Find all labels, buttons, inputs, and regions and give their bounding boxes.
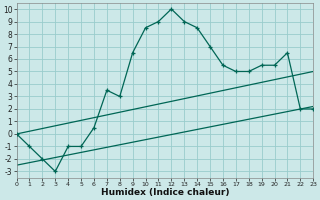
- X-axis label: Humidex (Indice chaleur): Humidex (Indice chaleur): [101, 188, 229, 197]
